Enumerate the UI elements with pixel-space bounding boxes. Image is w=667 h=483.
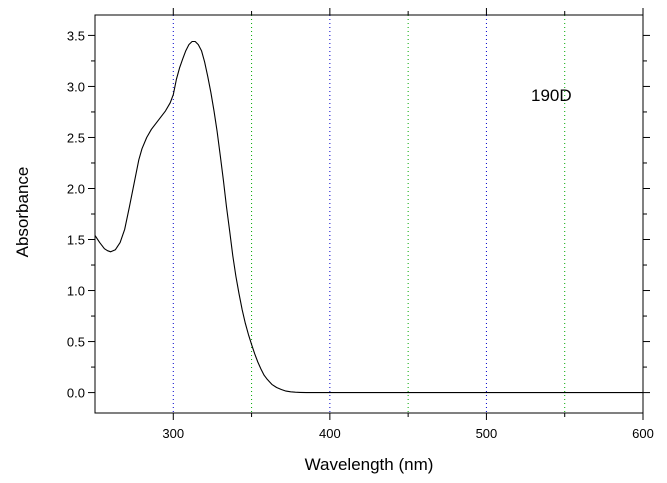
y-tick-label-3.5: 3.5 (67, 28, 85, 43)
x-tick-label-300: 300 (162, 426, 184, 441)
y-tick-label-3.0: 3.0 (67, 79, 85, 94)
sample-annotation: 190D (531, 86, 572, 105)
grid-lines (172, 15, 566, 413)
y-tick-label-1.0: 1.0 (67, 284, 85, 299)
x-tick-label-500: 500 (476, 426, 498, 441)
absorbance-spectrum-line (94, 40, 643, 394)
x-axis-title: Wavelength (nm) (305, 455, 434, 474)
labels-layer: Wavelength (nm) Absorbance 190D (13, 86, 572, 474)
x-tick-label-400: 400 (319, 426, 341, 441)
series-layer (94, 40, 643, 394)
axis-ticks: 300 400 500 600 0.0 0.5 1.0 1.5 2.0 2.5 3.0 3.5 (67, 8, 654, 441)
y-tick-label-2.0: 2.0 (67, 181, 85, 196)
y-tick-label-2.5: 2.5 (67, 130, 85, 145)
y-tick-label-1.5: 1.5 (67, 233, 85, 248)
y-tick-label-0.5: 0.5 (67, 335, 85, 350)
x-tick-label-600: 600 (632, 426, 654, 441)
y-axis-title: Absorbance (13, 167, 32, 258)
y-tick-label-0.0: 0.0 (67, 386, 85, 401)
